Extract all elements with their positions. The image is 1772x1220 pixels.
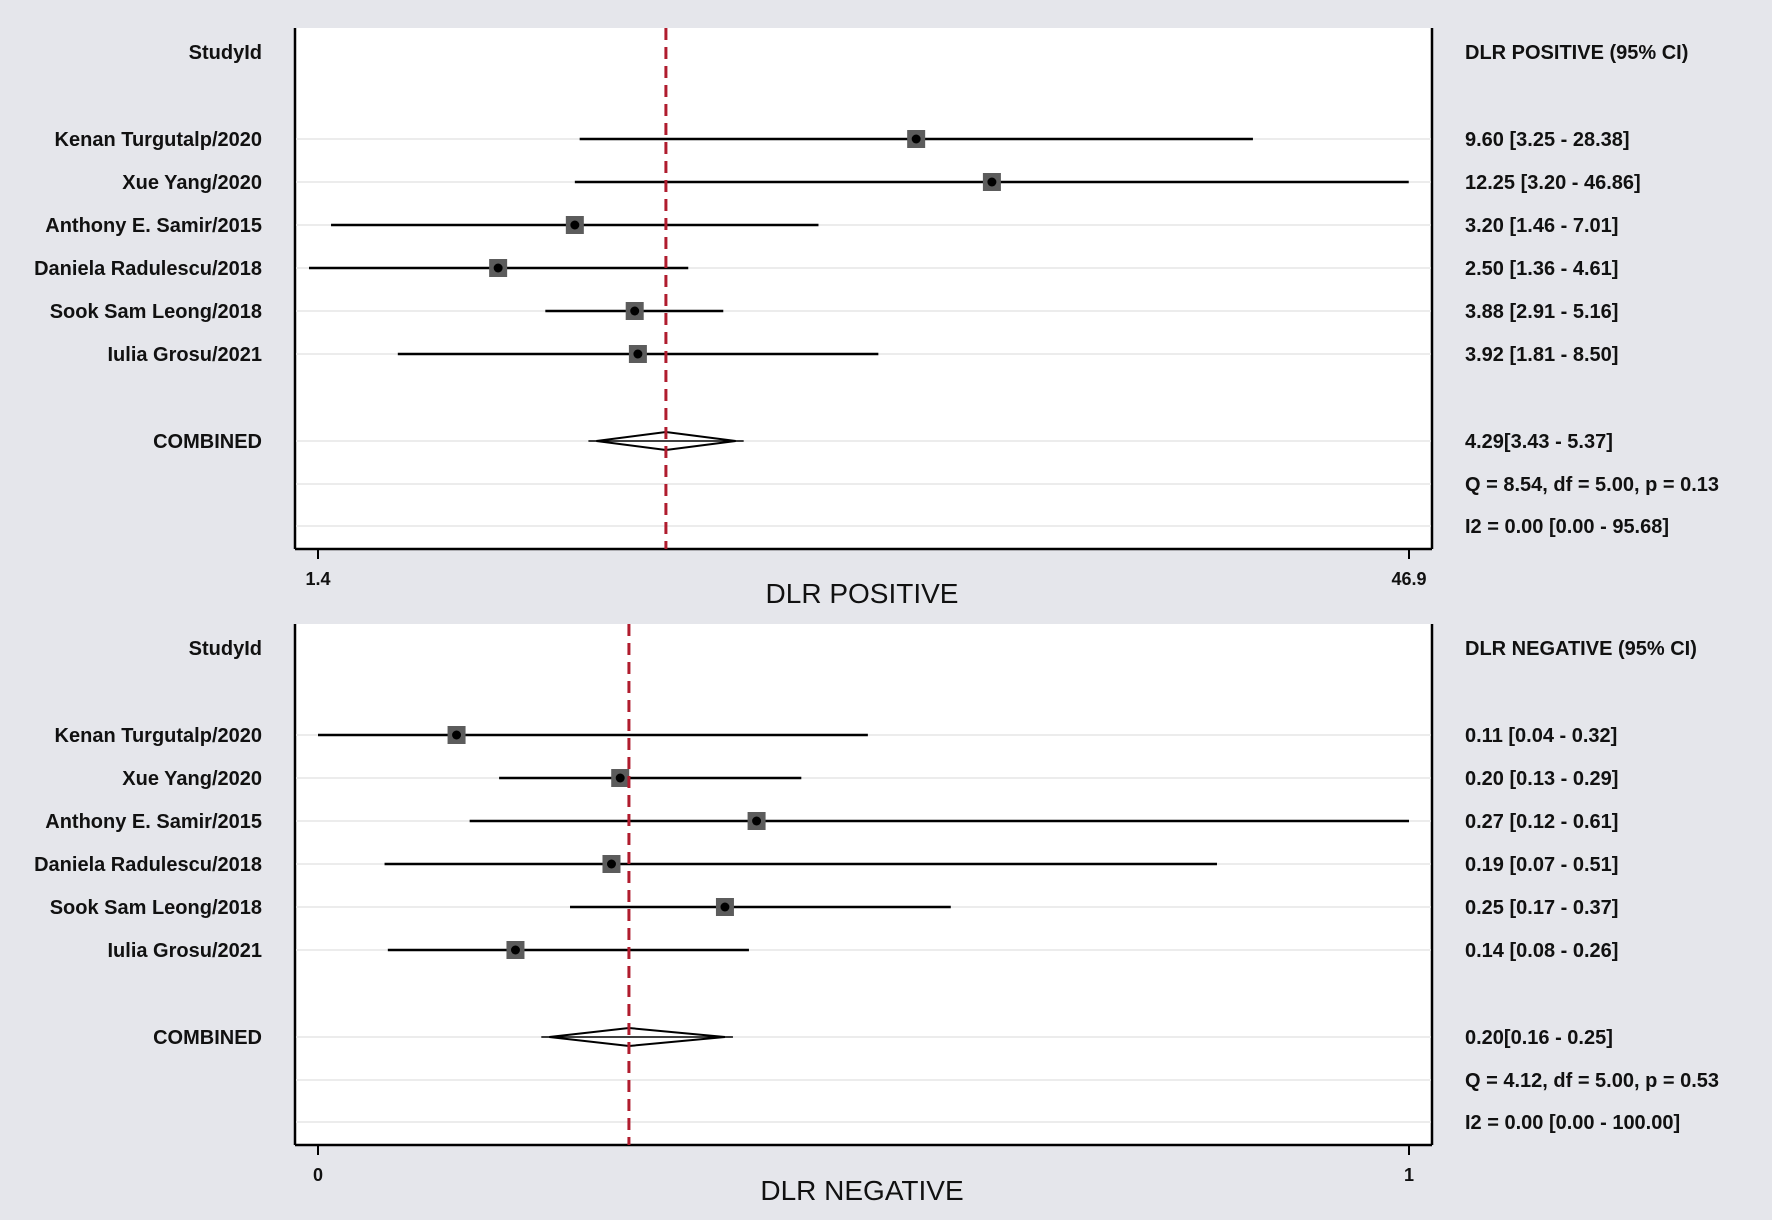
panel2-point-estimate	[452, 730, 462, 740]
panel1-point-estimate	[493, 263, 503, 273]
panel2-ci-value: 0.27 [0.12 - 0.61]	[1465, 811, 1618, 833]
panel1-ci-value: 2.50 [1.36 - 4.61]	[1465, 258, 1618, 280]
panel1-study-label: Kenan Turgutalp/2020	[55, 129, 262, 151]
panel2-ci-header: DLR NEGATIVE (95% CI)	[1465, 638, 1697, 660]
panel2-heterogeneity-stat: Q = 4.12, df = 5.00, p = 0.53	[1465, 1070, 1719, 1092]
panel1-heterogeneity-stat: Q = 8.54, df = 5.00, p = 0.13	[1465, 474, 1719, 496]
panel1-point-estimate	[911, 134, 921, 144]
panel1-point-estimate	[570, 220, 580, 230]
panel1-x-tick-label: 1.4	[305, 569, 330, 589]
panel2-studyid-header: StudyId	[189, 638, 262, 660]
panel1-ci-value: 3.88 [2.91 - 5.16]	[1465, 301, 1618, 323]
panel2-ci-value: 0.11 [0.04 - 0.32]	[1465, 725, 1617, 747]
panel2-study-label: Daniela Radulescu/2018	[34, 854, 262, 876]
panel1-ci-header: DLR POSITIVE (95% CI)	[1465, 42, 1688, 64]
panel2-x-tick-label: 0	[313, 1165, 323, 1185]
panel2-ci-value: 0.25 [0.17 - 0.37]	[1465, 897, 1618, 919]
panel1-study-label: Iulia Grosu/2021	[107, 344, 262, 366]
panel2-study-label: Kenan Turgutalp/2020	[55, 725, 262, 747]
panel1-combined-label: COMBINED	[153, 431, 262, 453]
panel1-study-label: Xue Yang/2020	[122, 172, 262, 194]
panel1-x-tick-label: 46.9	[1391, 569, 1426, 589]
panel2-study-label: Xue Yang/2020	[122, 768, 262, 790]
panel2-x-tick-label: 1	[1404, 1165, 1414, 1185]
panel1-combined-ci-value: 4.29[3.43 - 5.37]	[1465, 431, 1613, 453]
panel2-point-estimate	[615, 773, 625, 783]
panel2-study-label: Iulia Grosu/2021	[107, 940, 262, 962]
panel2-point-estimate	[720, 902, 730, 912]
panel1-point-estimate	[633, 349, 643, 359]
panel1-study-label: Anthony E. Samir/2015	[45, 215, 262, 237]
panel2-plot-area	[295, 624, 1432, 1145]
panel2-combined-ci-value: 0.20[0.16 - 0.25]	[1465, 1027, 1613, 1049]
panel1-plot-area	[295, 28, 1432, 549]
panel1-i2-stat: I2 = 0.00 [0.00 - 95.68]	[1465, 516, 1669, 538]
panel2-ci-value: 0.14 [0.08 - 0.26]	[1465, 940, 1618, 962]
panel1-study-label: Sook Sam Leong/2018	[50, 301, 262, 323]
panel2-study-label: Sook Sam Leong/2018	[50, 897, 262, 919]
panel1-study-label: Daniela Radulescu/2018	[34, 258, 262, 280]
panel1-point-estimate	[630, 306, 640, 316]
panel1-studyid-header: StudyId	[189, 42, 262, 64]
panel2-point-estimate	[606, 859, 616, 869]
panel1-point-estimate	[987, 177, 997, 187]
panel2-ci-value: 0.19 [0.07 - 0.51]	[1465, 854, 1618, 876]
panel1-x-axis-title: DLR POSITIVE	[766, 578, 959, 609]
panel1-ci-value: 9.60 [3.25 - 28.38]	[1465, 129, 1630, 151]
panel2-point-estimate	[752, 816, 762, 826]
panel2-i2-stat: I2 = 0.00 [0.00 - 100.00]	[1465, 1112, 1680, 1134]
panel1-ci-value: 3.20 [1.46 - 7.01]	[1465, 215, 1618, 237]
panel2-study-label: Anthony E. Samir/2015	[45, 811, 262, 833]
panel2-combined-label: COMBINED	[153, 1027, 262, 1049]
panel1-ci-value: 3.92 [1.81 - 8.50]	[1465, 344, 1618, 366]
panel2-point-estimate	[510, 945, 520, 955]
panel2-ci-value: 0.20 [0.13 - 0.29]	[1465, 768, 1618, 790]
panel1-ci-value: 12.25 [3.20 - 46.86]	[1465, 172, 1641, 194]
panel2-x-axis-title: DLR NEGATIVE	[760, 1175, 963, 1206]
